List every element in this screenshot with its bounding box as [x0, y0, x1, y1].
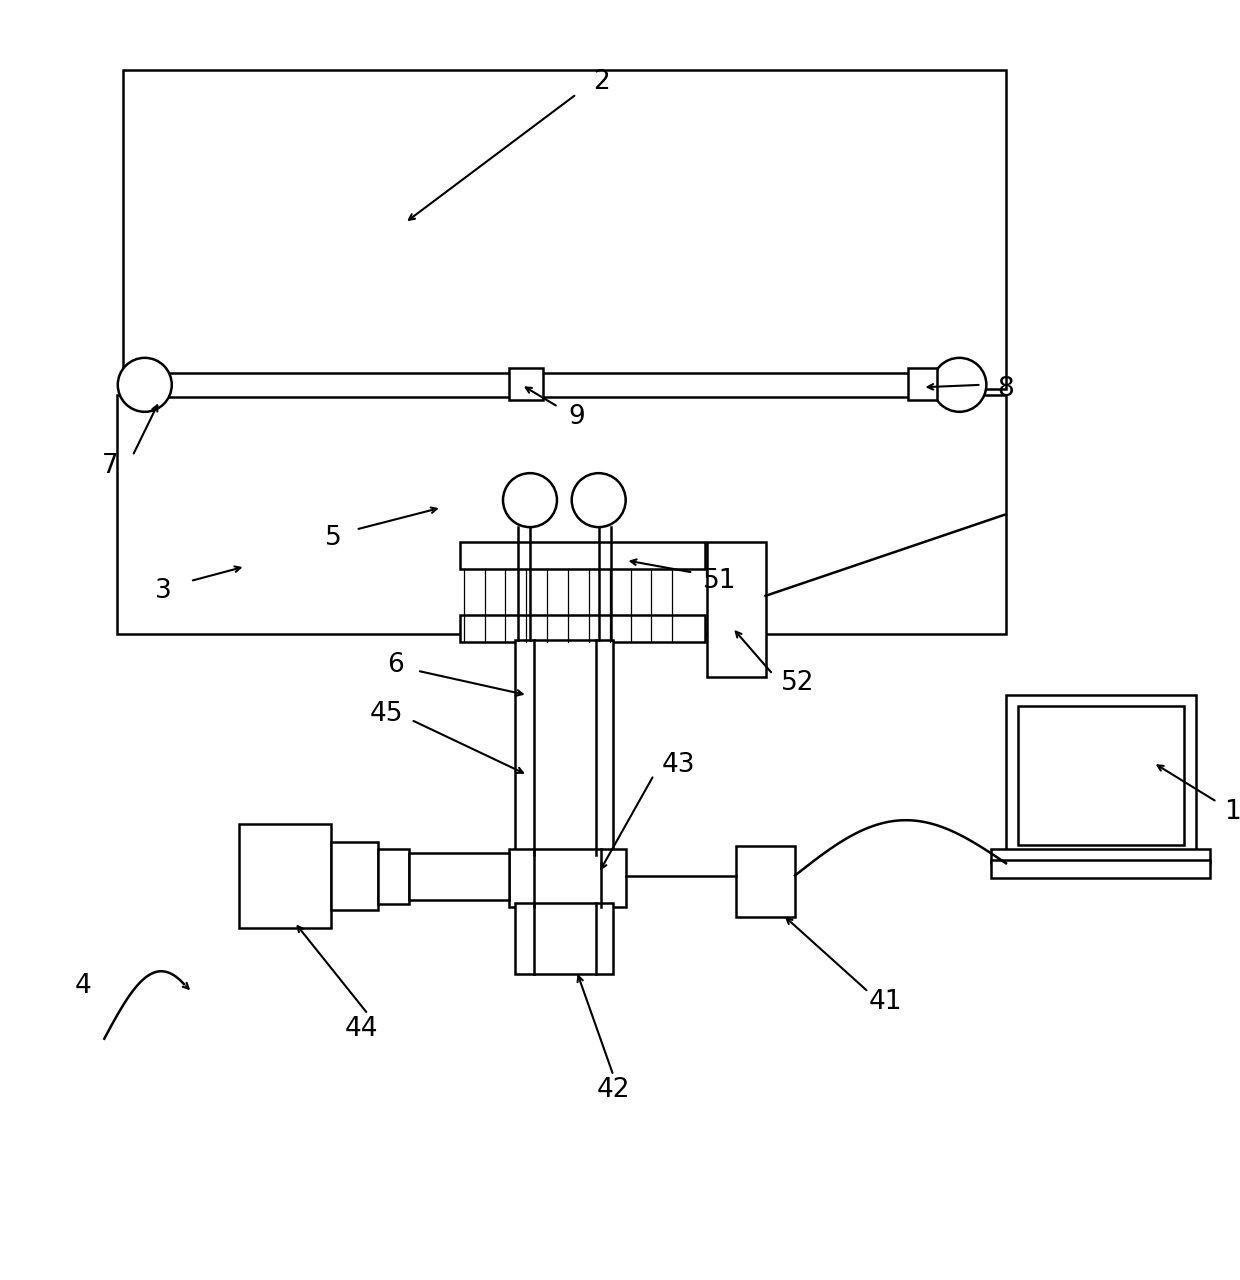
Bar	[516, 640, 614, 855]
Bar	[123, 69, 1006, 389]
Bar	[239, 824, 331, 928]
Text: 42: 42	[596, 1078, 630, 1103]
Bar	[1006, 695, 1197, 855]
Text: 9: 9	[568, 403, 585, 430]
Text: 2: 2	[593, 69, 610, 95]
Bar	[1018, 707, 1184, 845]
Circle shape	[932, 358, 986, 412]
Text: 51: 51	[703, 568, 737, 594]
Bar	[460, 541, 706, 568]
Text: 45: 45	[370, 700, 403, 727]
Bar	[991, 849, 1210, 863]
Bar	[378, 849, 408, 904]
Bar	[117, 394, 1006, 634]
Bar	[991, 860, 1210, 878]
Text: 41: 41	[869, 989, 903, 1015]
Bar	[737, 846, 795, 918]
Text: 44: 44	[345, 1016, 378, 1042]
Circle shape	[572, 474, 626, 527]
Text: 7: 7	[102, 453, 119, 479]
Circle shape	[118, 358, 172, 412]
Text: 5: 5	[325, 525, 342, 552]
Bar	[510, 849, 626, 908]
Bar	[408, 854, 510, 900]
Bar	[510, 367, 543, 399]
Text: 52: 52	[781, 669, 815, 696]
Circle shape	[503, 474, 557, 527]
Bar	[460, 616, 706, 643]
Text: 4: 4	[76, 973, 92, 998]
Bar	[908, 367, 937, 399]
Text: 1: 1	[1225, 799, 1240, 824]
Bar	[516, 902, 614, 974]
Text: 6: 6	[387, 652, 403, 677]
Bar	[331, 842, 378, 910]
Text: 8: 8	[998, 375, 1014, 402]
Bar	[707, 541, 765, 677]
Text: 43: 43	[662, 753, 696, 778]
Bar	[138, 372, 973, 397]
Text: 3: 3	[155, 579, 171, 604]
